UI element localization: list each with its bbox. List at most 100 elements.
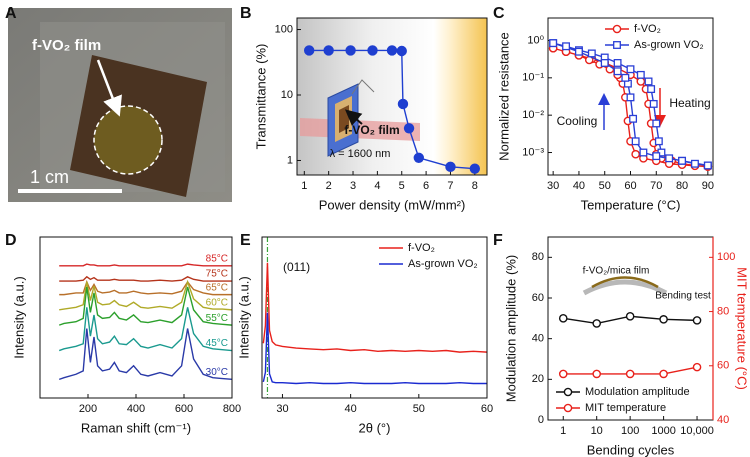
marker [323,45,334,56]
panel: 1 10 100 1000 10,000 0 20 40 60 80 40 60 80 100 Bendin… [493,232,750,457]
marker [386,45,398,56]
legend-marker [612,24,622,34]
legend-marker [613,41,621,49]
y-axis-title: Intensity (a.u.) [236,276,251,358]
x-tick-label: 1 [560,425,566,437]
data-layer [558,311,702,379]
y-axis-title: Normalized resistance [496,32,511,161]
series-line [262,312,487,385]
bending-plate [582,279,668,296]
panel: 1 2 3 4 5 6 7 8 1 10 100 Power density (mW/mm²) Tran… [240,5,488,212]
y-tick-label: 10 [281,89,293,101]
marker [613,59,622,67]
y-axis-title: Modulation amplitude (%) [503,255,518,402]
x-tick-label: 100 [621,425,639,437]
data-layer [303,45,481,174]
x-axis-title: Raman shift (cm⁻¹) [81,420,191,435]
annotation: Heating [669,96,710,110]
x-tick-label: 40 [345,403,357,415]
series-label: 30°C [206,367,228,378]
panel-letter: D [5,232,17,249]
series-line [58,286,232,326]
annotation: f-VO₂/mica film [583,266,650,277]
photo: f-VO₂ film 1 cm A [5,5,232,202]
y-axis-title: Transmittance (%) [253,44,268,150]
marker [403,123,415,134]
series-line [59,279,232,311]
plot-frame [39,236,233,399]
marker [631,137,640,146]
legend-label: MIT temperature [585,402,666,414]
x-tick-label: 90 [702,180,714,192]
marker [647,85,656,94]
x-tick-label: 7 [447,180,453,192]
series-line [58,307,232,352]
marker [678,156,687,165]
series-label: 75°C [206,269,228,280]
y-tick-label: 100 [275,23,293,35]
data-layer [262,262,487,385]
y2-tick-label: 80 [717,305,729,317]
panel-letter: E [240,232,251,249]
marker [659,369,668,379]
annotation: λ = 1600 nm [330,148,391,160]
plot-frame [261,236,488,399]
x-axis-title: Bending cycles [587,442,675,457]
panel-letter: A [5,5,17,22]
measured-area [93,105,163,175]
y-tick-label: 40 [532,333,544,345]
marker [636,77,646,86]
x-tick-label: 3 [350,180,356,192]
series-line [58,328,232,381]
x-tick-label: 50 [413,403,425,415]
y-tick-label: 0 [538,414,544,426]
series-line [59,263,232,267]
marker [562,42,570,51]
y-tick-label: 10⁰ [527,34,544,46]
annotation: f-VO₂ film [344,123,399,137]
x-tick-label: 70 [650,180,662,192]
marker [626,93,635,102]
x-tick-label: 60 [481,403,493,415]
x-tick-label: 6 [423,180,429,192]
y-axis-title: Intensity (a.u.) [11,276,26,358]
marker [592,369,601,379]
marker [639,148,648,157]
data-layer [548,39,713,171]
series-line [262,262,487,353]
x-tick-label: 10 [591,425,603,437]
x-tick-label: 200 [79,403,97,415]
legend-label: As-grown VO₂ [408,258,478,270]
pointer-arrow [344,109,363,126]
marker [303,45,315,56]
y-tick-label: 10⁻¹ [522,72,544,84]
marker [367,45,378,56]
marker [703,161,712,170]
x-tick-label: 10,000 [680,425,714,437]
series-label: 65°C [206,282,228,293]
series-line [59,275,232,282]
x-tick-label: 8 [472,180,478,192]
marker [413,152,424,163]
photo-label: f-VO₂ film [32,37,101,54]
y2-tick-label: 100 [717,251,735,263]
marker [631,149,640,159]
legend-label: f-VO₂ [408,242,435,254]
x-axis-title: Power density (mW/mm²) [319,197,466,212]
marker [345,45,356,56]
legend: Modulation amplitude MIT temperature [556,386,690,414]
marker [652,152,661,161]
legend-label: Modulation amplitude [585,386,690,398]
marker [644,77,653,86]
bending-film [591,276,659,289]
series-label: 60°C [206,298,228,309]
annotation: Cooling [557,114,598,128]
annotation: Bending test [655,291,711,302]
x-tick-label: 5 [399,180,405,192]
y-tick-label: 10⁻³ [522,146,544,158]
x-axis-title: Temperature (°C) [581,197,681,212]
marker [613,67,622,76]
series-label: 55°C [206,313,228,324]
marker [558,369,568,379]
